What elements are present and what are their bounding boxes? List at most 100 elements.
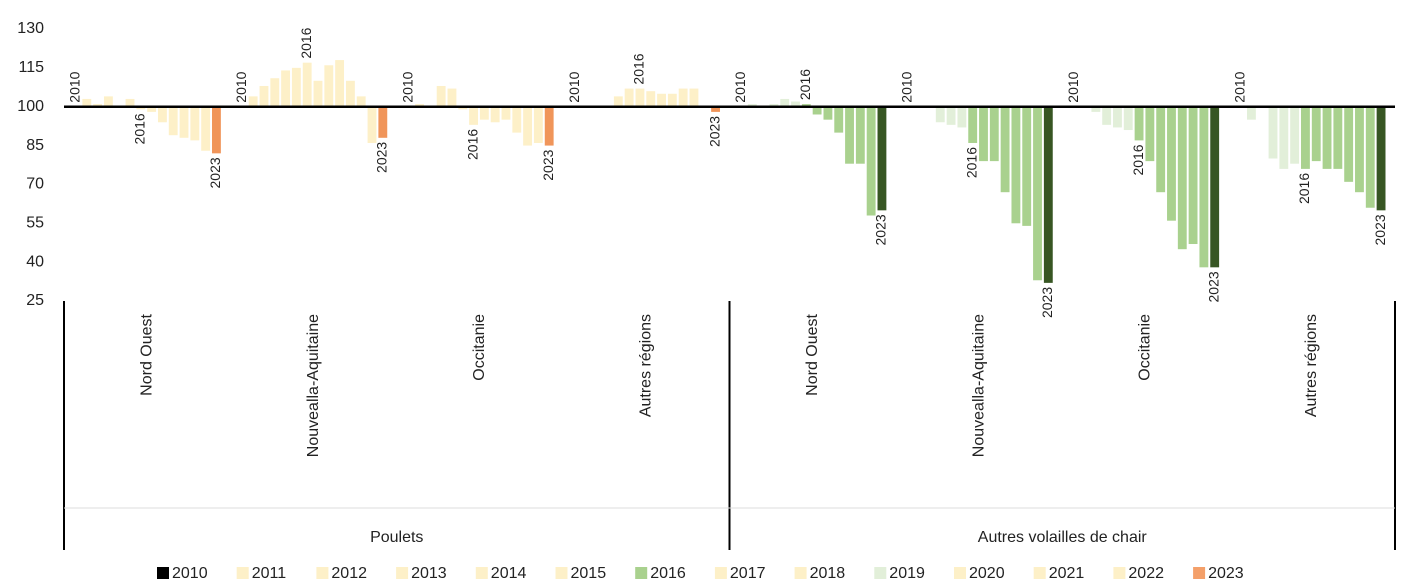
y-tick-label: 130	[17, 20, 44, 37]
legend-swatch	[157, 567, 169, 579]
bar	[1091, 106, 1101, 112]
bar	[1000, 106, 1010, 193]
bar	[1376, 106, 1386, 211]
bar	[711, 106, 720, 112]
bar	[1290, 106, 1300, 164]
bar	[259, 85, 269, 107]
bar	[1177, 106, 1187, 250]
bar	[968, 106, 978, 143]
bar-annotation: 2016	[132, 113, 148, 144]
bar	[667, 93, 677, 107]
bar	[1123, 106, 1133, 131]
bar	[935, 106, 945, 123]
group-label: Poulets	[370, 529, 423, 546]
y-tick-label: 55	[26, 215, 44, 232]
y-tick-label: 100	[17, 98, 44, 115]
bar	[544, 106, 554, 146]
bar-annotation: 2023	[207, 157, 223, 188]
y-tick-label: 85	[26, 137, 44, 154]
bar	[415, 104, 424, 107]
category-label: Nord Ouest	[804, 313, 821, 395]
legend-swatch	[316, 567, 329, 579]
bar	[635, 88, 645, 107]
bar	[1246, 106, 1256, 120]
bar	[179, 106, 189, 138]
bar-annotation: 2010	[1231, 71, 1247, 102]
legend-label: 2017	[730, 565, 766, 582]
bar	[780, 98, 790, 107]
bar	[378, 106, 388, 138]
legend-swatch	[396, 567, 409, 579]
bar	[866, 106, 876, 216]
bar	[523, 106, 533, 146]
bar	[1113, 106, 1122, 128]
bar	[1022, 106, 1032, 226]
bar	[1268, 106, 1278, 159]
bar	[812, 106, 822, 115]
bar	[1365, 106, 1375, 208]
bar-annotation: 2016	[963, 147, 979, 178]
bar-annotation: 2016	[631, 53, 647, 84]
legend-label: 2020	[969, 565, 1005, 582]
bar	[93, 104, 103, 107]
bar	[345, 80, 355, 107]
bar	[103, 96, 113, 107]
bar-annotation: 2023	[1039, 287, 1055, 318]
bar	[324, 65, 334, 107]
legend-label: 2013	[411, 565, 447, 582]
category-label: Nord Ouest	[138, 313, 155, 395]
bar	[1167, 106, 1176, 221]
y-tick-label: 70	[26, 176, 44, 193]
legend-swatch	[874, 567, 887, 579]
bar	[689, 88, 699, 107]
y-tick-label: 40	[26, 253, 44, 270]
legend-label: 2011	[252, 565, 287, 582]
bar	[791, 101, 800, 107]
bar	[201, 106, 211, 151]
bar	[313, 80, 323, 107]
category-label: Occitanie	[1137, 314, 1154, 381]
bar	[1333, 106, 1343, 169]
bar	[212, 106, 221, 154]
bar-annotation: 2010	[1065, 71, 1081, 102]
category-label: Occitanie	[471, 314, 488, 381]
bar-annotation: 2023	[1205, 271, 1221, 302]
bar	[1344, 106, 1354, 182]
bar-annotation: 2010	[67, 71, 83, 102]
bar	[1301, 106, 1310, 169]
bar	[356, 96, 366, 107]
y-tick-label: 25	[26, 292, 44, 309]
legend-label: 2019	[889, 565, 925, 582]
bar-annotation: 2023	[706, 116, 722, 147]
bar	[1188, 106, 1198, 245]
bar	[877, 106, 887, 211]
bar	[1355, 106, 1364, 193]
legend-label: 2021	[1049, 565, 1085, 582]
bar-annotation: 2023	[1372, 214, 1388, 245]
bar	[533, 106, 543, 143]
bar-annotation: 2023	[540, 149, 556, 180]
bar	[479, 106, 489, 120]
legend-swatch	[475, 567, 488, 579]
category-label: Autres régions	[1303, 314, 1320, 417]
bar	[989, 106, 999, 162]
bar	[458, 106, 468, 110]
bar	[1145, 106, 1155, 162]
bar-annotation: 2016	[464, 129, 480, 160]
category-label: Nouvealla-Aquitaine	[305, 314, 322, 457]
y-tick-label: 115	[18, 59, 44, 76]
bar	[1156, 106, 1166, 193]
legend-label: 2023	[1208, 565, 1244, 582]
bar	[823, 106, 833, 120]
bar	[1311, 106, 1321, 162]
bar-annotation: 2010	[233, 71, 249, 102]
legend-swatch	[555, 567, 568, 579]
bar	[1279, 106, 1289, 169]
legend-swatch	[236, 567, 249, 579]
bar	[490, 106, 500, 123]
bar	[501, 106, 511, 120]
bar	[447, 88, 457, 107]
bar	[335, 60, 345, 107]
bar	[1011, 106, 1021, 224]
legend-label: 2015	[571, 565, 607, 582]
